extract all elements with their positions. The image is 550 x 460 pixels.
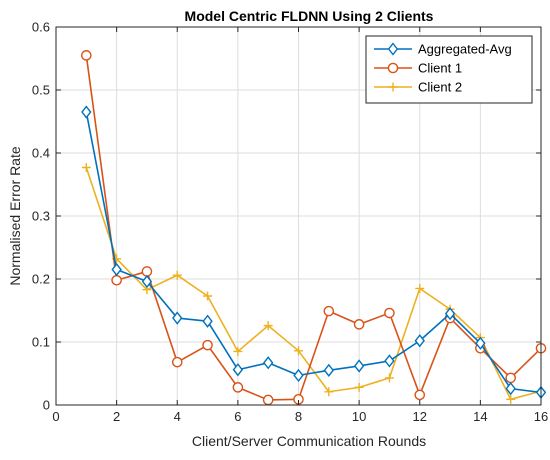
data-point-client-1 — [414, 389, 426, 401]
y-tick-label: 0.6 — [32, 20, 50, 35]
x-tick-label: 12 — [413, 409, 427, 424]
x-tick-label: 14 — [473, 409, 487, 424]
data-point-aggregated-avg — [172, 311, 183, 325]
data-point-client-1 — [323, 305, 335, 317]
y-axis-label: Normalised Error Rate — [7, 146, 23, 285]
legend-item-client-2: Client 2 — [374, 80, 462, 95]
data-point-aggregated-avg — [384, 354, 395, 368]
data-point-client-1 — [262, 394, 274, 406]
series-aggregated-avg — [81, 105, 547, 400]
data-point-client-1 — [141, 266, 153, 277]
data-point-aggregated-avg — [505, 381, 516, 396]
series-line-client-1 — [85, 55, 542, 401]
data-point-client-2 — [81, 162, 91, 172]
data-point-aggregated-avg — [111, 262, 122, 277]
data-point-aggregated-avg — [323, 363, 334, 377]
data-point-client-1 — [384, 307, 395, 319]
data-point-client-1 — [232, 382, 244, 393]
legend-swatch-marker — [387, 42, 399, 56]
legend: Aggregated-Avg Client 1 Client 2 — [365, 35, 533, 104]
series-line-aggregated-avg — [85, 111, 542, 394]
x-tick-label: 6 — [234, 409, 241, 424]
data-point-aggregated-avg — [81, 105, 92, 119]
data-point-aggregated-avg — [141, 274, 153, 289]
x-tick-label: 16 — [534, 409, 548, 424]
data-point-client-2 — [506, 394, 516, 404]
data-point-client-1 — [111, 274, 122, 286]
x-tick-label: 4 — [174, 409, 181, 424]
data-point-client-2 — [263, 321, 273, 331]
data-point-client-2 — [384, 373, 394, 383]
legend-item-aggregated-avg: Aggregated-Avg — [374, 42, 512, 57]
x-tick-label: 10 — [352, 409, 366, 424]
y-tick-label: 0.1 — [32, 335, 50, 350]
data-point-client-1 — [505, 372, 516, 384]
data-point-client-1 — [202, 339, 213, 351]
x-tick-label: 8 — [295, 409, 302, 424]
data-point-client-1 — [81, 50, 92, 61]
y-tick-label: 0.5 — [32, 83, 50, 98]
data-point-client-2 — [354, 382, 364, 392]
data-point-client-2 — [294, 346, 303, 356]
data-point-aggregated-avg — [475, 336, 486, 350]
legend-label: Aggregated-Avg — [418, 42, 512, 57]
legend-item-client-1: Client 1 — [374, 61, 462, 76]
data-point-client-1 — [171, 356, 183, 368]
data-point-aggregated-avg — [232, 363, 244, 377]
data-point-client-2 — [233, 346, 243, 356]
data-point-aggregated-avg — [263, 356, 274, 370]
legend-label: Client 2 — [418, 80, 462, 95]
x-axis-label: Client/Server Communication Rounds — [192, 433, 426, 449]
data-point-client-2 — [415, 283, 425, 293]
legend-swatch-marker — [387, 62, 399, 74]
y-tick-label: 0.4 — [32, 146, 50, 161]
data-point-aggregated-avg — [444, 307, 456, 321]
y-tick-label: 0 — [43, 398, 50, 413]
data-point-client-2 — [324, 387, 334, 397]
data-point-client-1 — [353, 319, 365, 330]
data-point-aggregated-avg — [414, 334, 425, 348]
data-point-client-2 — [172, 270, 182, 280]
data-point-aggregated-avg — [353, 359, 365, 373]
chart-title: Model Centric FLDNN Using 2 Clients — [185, 8, 434, 24]
x-tick-label: 2 — [113, 409, 120, 424]
data-point-aggregated-avg — [202, 314, 213, 328]
data-point-client-2 — [203, 291, 213, 301]
series-client-1 — [81, 50, 547, 406]
legend-swatch-marker — [388, 82, 398, 92]
x-tick-label: 0 — [52, 409, 59, 424]
y-tick-label: 0.2 — [32, 272, 50, 287]
data-point-aggregated-avg — [293, 368, 304, 383]
y-tick-label: 0.3 — [32, 209, 50, 224]
legend-label: Client 1 — [418, 61, 462, 76]
series-line-client-2 — [85, 167, 542, 401]
